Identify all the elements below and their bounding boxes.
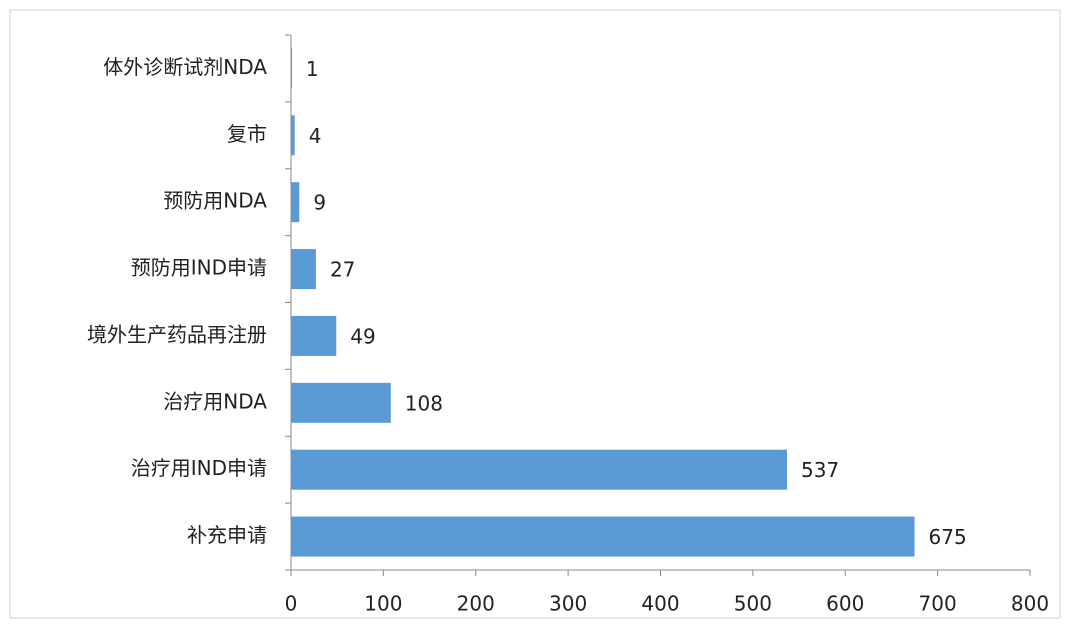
data-label: 27 (330, 258, 355, 282)
x-tick-label: 100 (364, 592, 402, 616)
data-label: 1 (306, 57, 319, 81)
bar (291, 48, 292, 89)
bar (291, 182, 300, 223)
x-tick-label: 800 (1011, 592, 1049, 616)
bar (291, 315, 337, 356)
x-tick-label: 300 (549, 592, 587, 616)
data-label: 675 (929, 525, 967, 549)
data-label: 537 (801, 458, 839, 482)
y-tick-label: 境外生产药品再注册 (87, 322, 267, 346)
x-tick-label: 700 (919, 592, 957, 616)
x-tick-label: 500 (734, 592, 772, 616)
data-label: 108 (405, 391, 443, 415)
data-label: 9 (313, 191, 326, 215)
bar (291, 516, 915, 557)
y-tick-label: 治疗用IND申请 (131, 456, 267, 480)
data-label: 49 (350, 324, 375, 348)
x-tick-label: 0 (285, 592, 298, 616)
bar (291, 382, 391, 423)
y-tick-label: 预防用NDA (163, 189, 267, 213)
y-tick-label: 复市 (227, 122, 267, 146)
y-tick-label: 体外诊断试剂NDA (103, 55, 267, 79)
y-tick-label: 预防用IND申请 (131, 256, 267, 280)
data-label: 4 (309, 124, 322, 148)
x-tick-label: 400 (641, 592, 679, 616)
y-tick-label: 治疗用NDA (163, 389, 267, 413)
bar (291, 115, 295, 156)
x-tick-label: 600 (826, 592, 864, 616)
y-tick-label: 补充申请 (187, 523, 267, 547)
bar (291, 249, 316, 290)
x-tick-label: 200 (457, 592, 495, 616)
bar (291, 449, 788, 490)
chart-frame (9, 9, 1061, 619)
